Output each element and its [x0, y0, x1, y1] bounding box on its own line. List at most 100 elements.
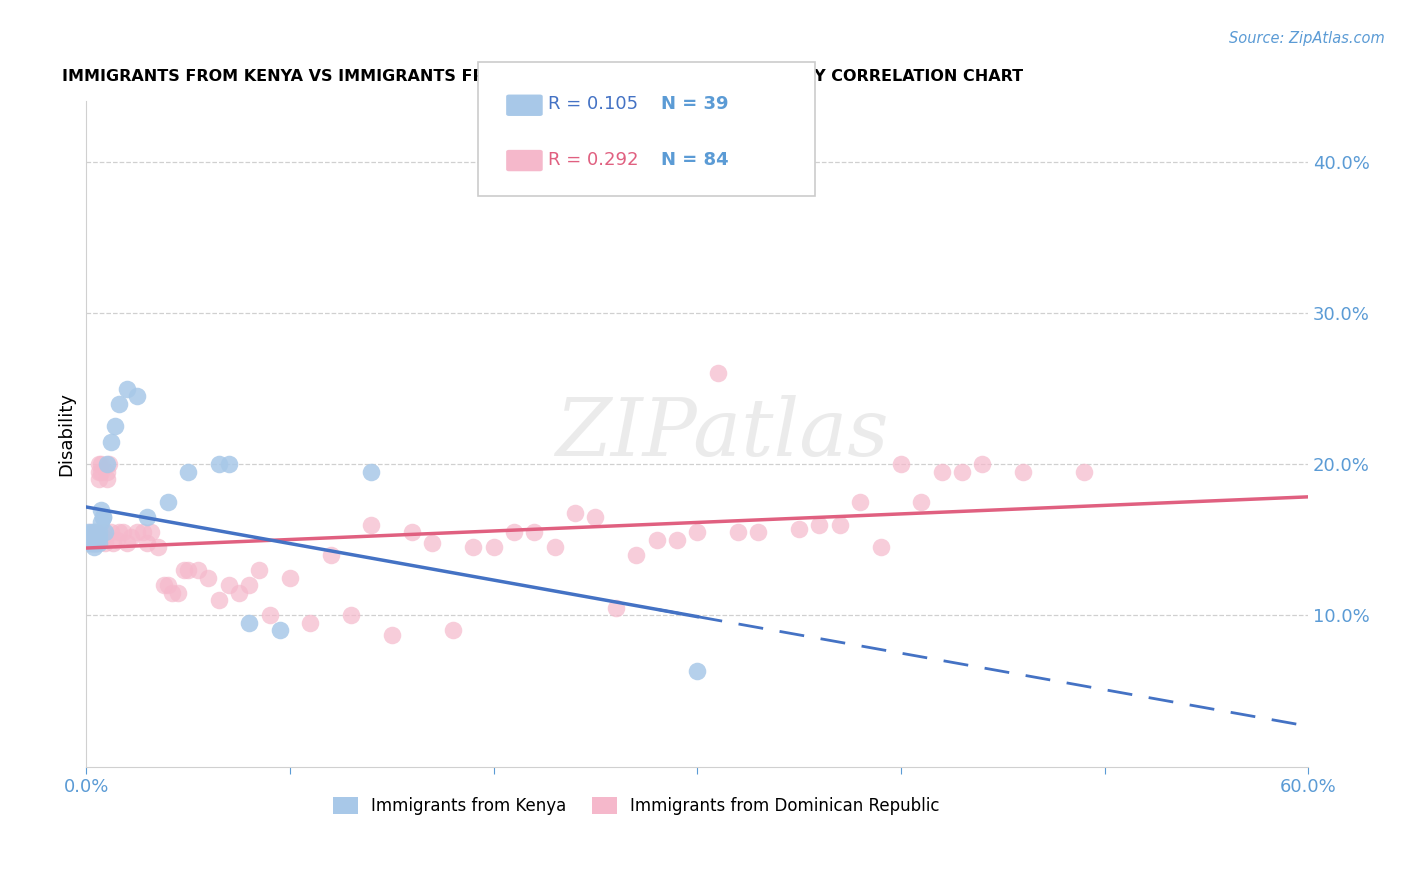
Point [79, 536, 101, 550]
Point [132, 525, 155, 540]
Point [87, 530, 110, 544]
Point [360, 465, 382, 479]
Point [96, 472, 118, 486]
Point [686, 665, 709, 679]
Point [624, 548, 647, 562]
Point [747, 525, 769, 540]
Point [269, 624, 291, 638]
Point [96, 465, 118, 479]
Point [228, 585, 250, 599]
Point [197, 571, 219, 585]
Point [278, 571, 301, 585]
Point [156, 495, 179, 509]
Point [160, 585, 183, 599]
Point [141, 525, 163, 540]
Point [564, 506, 586, 520]
Point [82, 536, 104, 550]
Point [208, 593, 231, 607]
Point [86, 536, 108, 550]
Point [111, 525, 134, 540]
Point [77, 536, 100, 550]
Point [79, 525, 101, 540]
Point [82, 530, 104, 544]
Point [152, 578, 174, 592]
Point [82, 530, 104, 544]
Point [115, 382, 138, 396]
Text: N = 39: N = 39 [661, 95, 728, 113]
Point [401, 525, 423, 540]
Text: N = 84: N = 84 [661, 151, 728, 169]
Y-axis label: Disability: Disability [58, 392, 75, 476]
Point [86, 536, 108, 550]
Point [218, 578, 240, 592]
Point [83, 533, 105, 547]
Point [86, 530, 108, 544]
Point [340, 608, 363, 623]
Point [727, 525, 749, 540]
Point [90, 502, 112, 516]
Point [83, 541, 105, 555]
Text: IMMIGRANTS FROM KENYA VS IMMIGRANTS FROM DOMINICAN REPUBLIC DISABILITY CORRELATI: IMMIGRANTS FROM KENYA VS IMMIGRANTS FROM… [62, 69, 1024, 84]
Point [950, 465, 973, 479]
Point [91, 510, 114, 524]
Point [422, 536, 444, 550]
Point [463, 541, 485, 555]
Point [79, 533, 101, 547]
Point [381, 628, 404, 642]
Point [120, 530, 142, 544]
Point [101, 536, 124, 550]
Point [849, 495, 872, 509]
Point [87, 472, 110, 486]
Point [173, 563, 195, 577]
Point [86, 525, 108, 540]
Text: Source: ZipAtlas.com: Source: ZipAtlas.com [1229, 31, 1385, 46]
Point [83, 530, 105, 544]
Point [247, 563, 270, 577]
Point [97, 457, 120, 471]
Point [86, 533, 108, 547]
Point [167, 585, 190, 599]
Point [86, 536, 108, 550]
Point [104, 419, 127, 434]
Point [605, 600, 627, 615]
Point [90, 457, 112, 471]
Point [90, 515, 112, 529]
Point [1073, 465, 1095, 479]
Point [127, 525, 149, 540]
Point [706, 367, 728, 381]
Point [86, 525, 108, 540]
Point [82, 525, 104, 540]
Point [890, 457, 912, 471]
Point [910, 495, 932, 509]
Point [503, 525, 526, 540]
Point [931, 465, 953, 479]
Point [91, 510, 114, 524]
Legend: Immigrants from Kenya, Immigrants from Dominican Republic: Immigrants from Kenya, Immigrants from D… [326, 790, 946, 822]
Point [91, 525, 114, 540]
Point [482, 541, 505, 555]
Point [136, 536, 159, 550]
Point [665, 533, 688, 547]
Point [645, 533, 668, 547]
Point [86, 530, 108, 544]
Point [96, 457, 118, 471]
Text: R = 0.105: R = 0.105 [548, 95, 638, 113]
Point [360, 517, 382, 532]
Point [787, 522, 810, 536]
Point [583, 510, 606, 524]
Point [299, 615, 322, 630]
Text: ZIPatlas: ZIPatlas [555, 395, 889, 473]
Point [83, 525, 105, 540]
Point [441, 624, 464, 638]
Point [100, 434, 122, 449]
Point [238, 615, 260, 630]
Point [156, 578, 179, 592]
Point [93, 525, 115, 540]
Point [523, 525, 546, 540]
Point [91, 530, 114, 544]
Point [259, 608, 281, 623]
Point [83, 536, 105, 550]
Point [544, 541, 567, 555]
Point [87, 536, 110, 550]
Point [218, 457, 240, 471]
